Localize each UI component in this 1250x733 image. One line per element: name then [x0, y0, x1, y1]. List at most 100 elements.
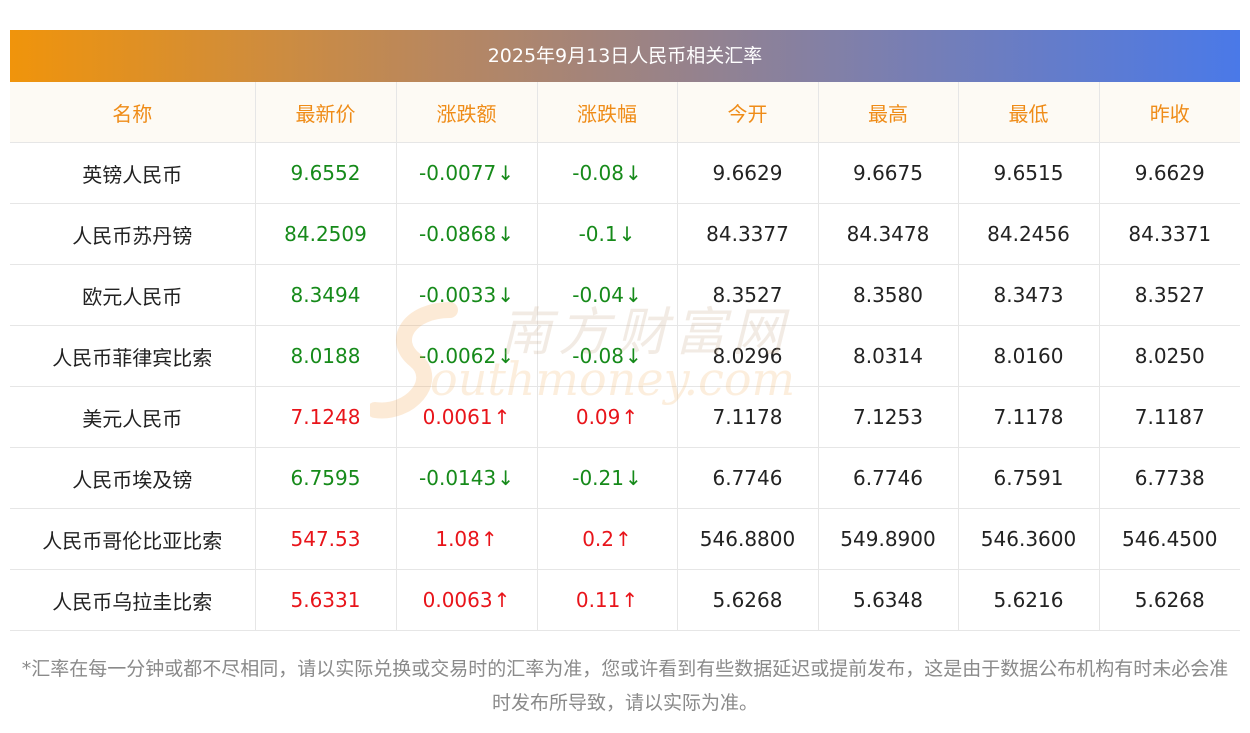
- arrow-up-icon: ↑: [493, 405, 511, 429]
- change-pct-cell-value: -0.04: [572, 283, 624, 307]
- arrow-down-icon: ↓: [497, 283, 514, 307]
- arrow-down-icon: ↓: [624, 283, 642, 307]
- low-price-cell: 6.7591: [958, 447, 1100, 509]
- pair-name-cell-value: 英镑人民币: [82, 162, 183, 187]
- change-pct-cell: -0.08↓: [537, 142, 678, 204]
- latest-price-cell-value: 7.1248: [290, 405, 361, 429]
- prev-close-cell-value: 6.7738: [1134, 466, 1205, 490]
- prev-close-cell-value: 8.0250: [1134, 344, 1205, 368]
- latest-price-cell-value: 5.6331: [290, 588, 361, 612]
- open-price-cell: 8.0296: [677, 325, 819, 387]
- high-price-cell: 8.3580: [818, 264, 959, 326]
- change-amount-cell-value: 0.0063: [422, 588, 493, 612]
- arrow-down-icon: ↓: [497, 161, 514, 185]
- high-price-cell: 8.0314: [818, 325, 959, 387]
- change-amount-cell-value: -0.0868: [419, 222, 497, 246]
- arrow-down-icon: ↓: [624, 161, 642, 185]
- change-pct-cell-value: -0.08: [572, 161, 624, 185]
- change-pct-cell-value: 0.2: [582, 527, 615, 551]
- column-header-open: 今开: [677, 82, 819, 143]
- pair-name-cell: 英镑人民币: [10, 142, 256, 204]
- change-amount-cell: -0.0868↓: [396, 203, 538, 265]
- open-price-cell: 6.7746: [677, 447, 819, 509]
- pair-name-cell: 美元人民币: [10, 386, 256, 448]
- latest-price-cell: 8.0188: [255, 325, 397, 387]
- high-price-cell: 6.7746: [818, 447, 959, 509]
- arrow-down-icon: ↓: [497, 222, 514, 246]
- change-pct-cell: -0.04↓: [537, 264, 678, 326]
- table-header-row: 名称 最新价 涨跌额 涨跌幅 今开 最高 最低 昨收: [10, 82, 1240, 143]
- pair-name-cell: 人民币乌拉圭比索: [10, 569, 256, 631]
- low-price-cell: 8.3473: [958, 264, 1100, 326]
- prev-close-cell-value: 8.3527: [1134, 283, 1205, 307]
- prev-close-cell: 546.4500: [1099, 508, 1240, 570]
- change-amount-cell-value: 0.0061: [422, 405, 493, 429]
- open-price-cell: 9.6629: [677, 142, 819, 204]
- change-pct-cell-value: 0.09: [575, 405, 621, 429]
- pair-name-cell: 人民币菲律宾比索: [10, 325, 256, 387]
- change-pct-cell: -0.21↓: [537, 447, 678, 509]
- prev-close-cell-value: 546.4500: [1122, 527, 1218, 551]
- high-price-cell-value: 8.3580: [853, 283, 923, 307]
- table-row: 欧元人民币 8.3494 -0.0033↓ -0.04↓ 8.3527 8.3580 8.3…: [10, 264, 1240, 326]
- arrow-up-icon: ↑: [621, 588, 639, 612]
- latest-price-cell: 5.6331: [255, 569, 397, 631]
- change-amount-cell: 0.0061↑: [396, 386, 538, 448]
- high-price-cell-value: 8.0314: [853, 344, 923, 368]
- low-price-cell-value: 5.6216: [993, 588, 1064, 612]
- latest-price-cell: 84.2509: [255, 203, 397, 265]
- open-price-cell: 84.3377: [677, 203, 819, 265]
- prev-close-cell-value: 84.3371: [1128, 222, 1212, 246]
- change-amount-cell-value: -0.0033: [419, 283, 497, 307]
- latest-price-cell: 7.1248: [255, 386, 397, 448]
- high-price-cell: 9.6675: [818, 142, 959, 204]
- change-amount-cell-value: -0.0062: [419, 344, 497, 368]
- high-price-cell-value: 549.8900: [840, 527, 936, 551]
- latest-price-cell-value: 8.0188: [290, 344, 361, 368]
- arrow-up-icon: ↑: [621, 405, 639, 429]
- high-price-cell: 84.3478: [818, 203, 959, 265]
- column-header-latest: 最新价: [255, 82, 397, 143]
- pair-name-cell-value: 人民币乌拉圭比索: [52, 589, 213, 614]
- open-price-cell: 5.6268: [677, 569, 819, 631]
- column-header-change: 涨跌额: [396, 82, 538, 143]
- prev-close-cell: 9.6629: [1099, 142, 1240, 204]
- prev-close-cell: 6.7738: [1099, 447, 1240, 509]
- prev-close-cell-value: 7.1187: [1134, 405, 1205, 429]
- open-price-cell-value: 8.3527: [712, 283, 783, 307]
- prev-close-cell: 8.3527: [1099, 264, 1240, 326]
- high-price-cell: 549.8900: [818, 508, 959, 570]
- high-price-cell-value: 6.7746: [853, 466, 923, 490]
- arrow-down-icon: ↓: [618, 222, 636, 246]
- pair-name-cell: 人民币埃及镑: [10, 447, 256, 509]
- high-price-cell-value: 7.1253: [853, 405, 923, 429]
- page-title: 2025年9月13日人民币相关汇率: [10, 30, 1240, 82]
- arrow-down-icon: ↓: [497, 344, 514, 368]
- arrow-up-icon: ↑: [615, 527, 632, 551]
- change-pct-cell-value: -0.08: [572, 344, 624, 368]
- high-price-cell-value: 5.6348: [853, 588, 923, 612]
- open-price-cell-value: 7.1178: [712, 405, 783, 429]
- change-pct-cell: 0.11↑: [537, 569, 678, 631]
- column-header-high: 最高: [818, 82, 959, 143]
- pair-name-cell-value: 人民币菲律宾比索: [52, 345, 213, 370]
- open-price-cell: 7.1178: [677, 386, 819, 448]
- open-price-cell-value: 6.7746: [712, 466, 783, 490]
- high-price-cell-value: 84.3478: [846, 222, 930, 246]
- prev-close-cell: 7.1187: [1099, 386, 1240, 448]
- change-pct-cell: 0.2↑: [537, 508, 678, 570]
- table-row: 人民币乌拉圭比索 5.6331 0.0063 ↑ 0.11↑ 5.6268 5.6348 5.…: [10, 569, 1240, 631]
- exchange-rate-panel: 2025年9月13日人民币相关汇率 名称 最新价 涨跌额 涨跌幅 今开 最高 最…: [10, 30, 1240, 631]
- change-amount-cell-value: -0.0143: [419, 466, 497, 490]
- pair-name-cell-value: 美元人民币: [82, 406, 183, 431]
- open-price-cell-value: 5.6268: [712, 588, 783, 612]
- change-amount-cell-value: 1.08: [435, 527, 480, 551]
- column-header-low: 最低: [958, 82, 1100, 143]
- prev-close-cell: 8.0250: [1099, 325, 1240, 387]
- low-price-cell: 546.3600: [958, 508, 1100, 570]
- low-price-cell-value: 8.3473: [993, 283, 1064, 307]
- low-price-cell-value: 546.3600: [980, 527, 1077, 551]
- high-price-cell: 5.6348: [818, 569, 959, 631]
- column-header-pct: 涨跌幅: [537, 82, 678, 143]
- low-price-cell: 9.6515: [958, 142, 1100, 204]
